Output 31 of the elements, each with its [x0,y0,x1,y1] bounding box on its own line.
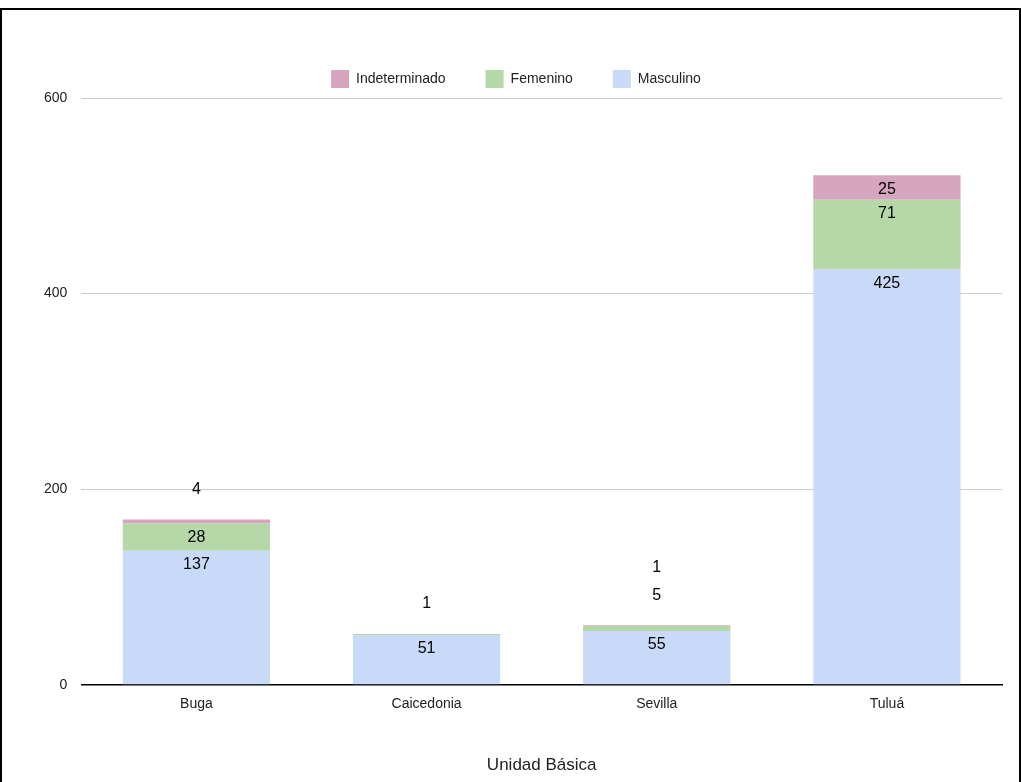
data-label: 71 [878,204,896,222]
legend-label: Femenino [510,69,574,86]
y-tick-label: 600 [44,88,68,105]
bar [122,550,271,685]
data-label: 425 [873,273,901,291]
y-tick-label: 200 [44,480,68,497]
data-label: 1 [652,557,662,575]
data-label: 4 [191,479,201,497]
legend-label: Indeterminado [356,69,446,86]
bar [122,523,271,551]
x-tick-label: Tuluá [869,695,905,712]
bar [813,199,961,270]
data-label: 25 [878,179,896,197]
bar [583,631,731,685]
data-label: 1 [422,594,432,612]
bar [813,269,961,685]
bar [813,175,961,200]
bar [583,626,731,632]
data-label: 137 [183,555,210,573]
x-tick-label: Buga [180,695,213,712]
data-label: 51 [417,639,436,657]
data-label: 55 [647,635,666,653]
x-tick-label: Caicedonia [391,695,462,712]
data-label: 28 [187,527,206,545]
x-tick-label: Sevilla [636,695,678,712]
y-tick-label: 0 [59,675,68,692]
legend-label: Masculino [637,69,702,86]
data-label: 5 [652,585,662,603]
x-axis-title: Unidad Básica [486,755,598,775]
bar [352,634,501,685]
y-tick-label: 400 [44,284,68,301]
